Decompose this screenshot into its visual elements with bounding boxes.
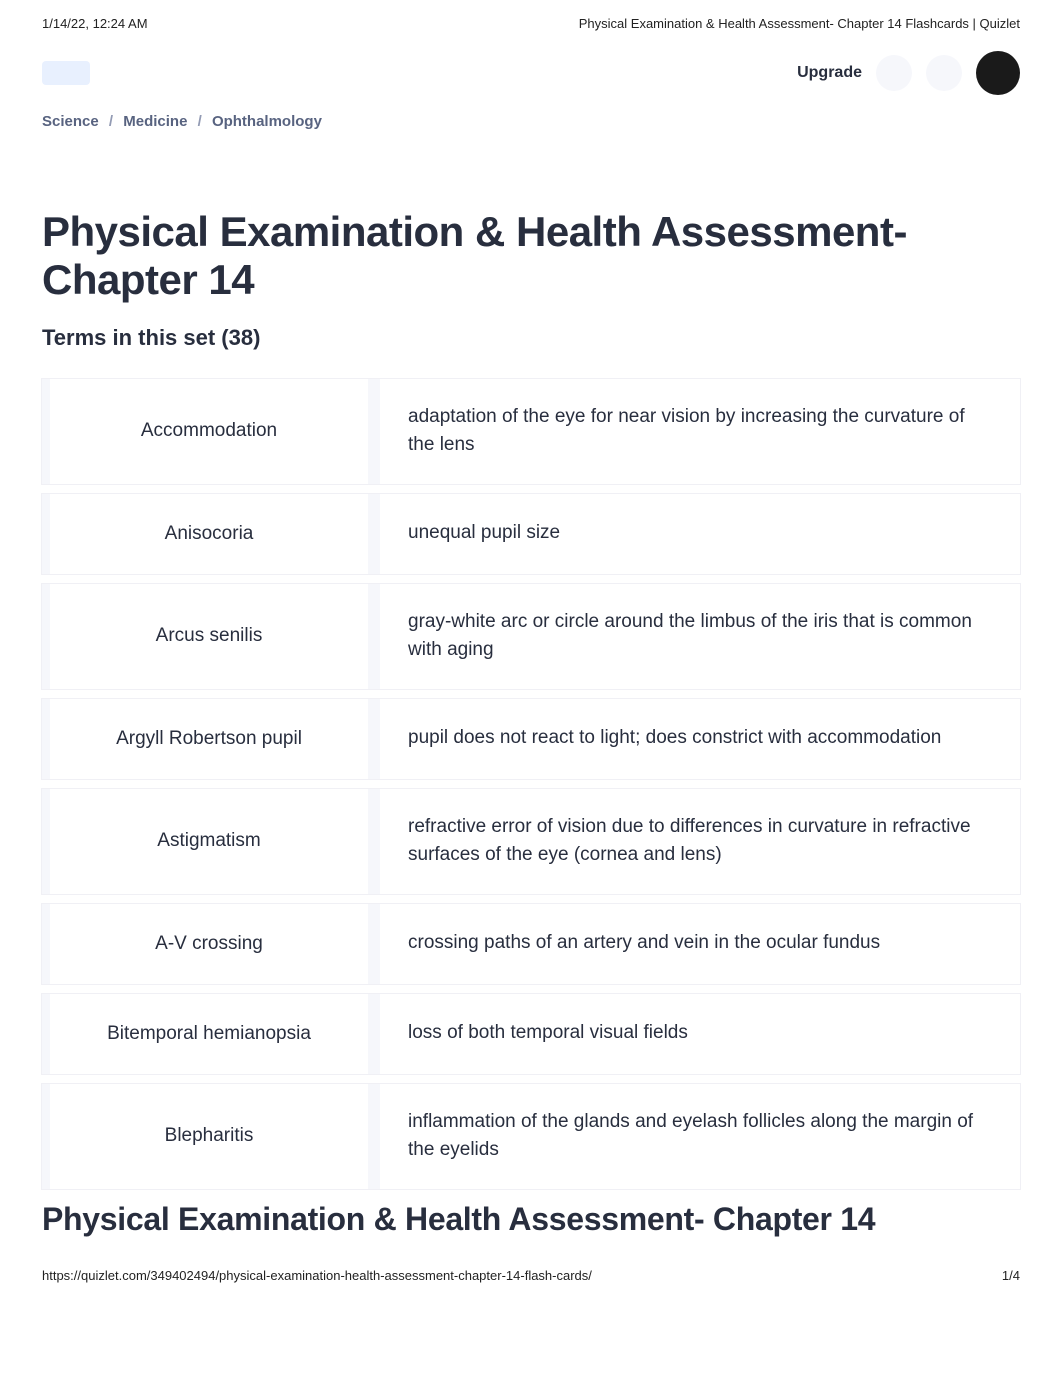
flashcard[interactable]: Anisocoriaunequal pupil size — [42, 494, 1020, 574]
quizlet-logo[interactable] — [42, 61, 90, 85]
terms-count: Terms in this set (38) — [42, 325, 1020, 351]
flashcard-term: Bitemporal hemianopsia — [50, 994, 380, 1074]
flashcard-definition: unequal pupil size — [380, 494, 1020, 574]
flashcard-definition: crossing paths of an artery and vein in … — [380, 904, 1020, 984]
main-content: Physical Examination & Health Assessment… — [0, 138, 1062, 1189]
top-nav: Upgrade — [0, 39, 1062, 113]
footer-url: https://quizlet.com/349402494/physical-e… — [42, 1268, 592, 1283]
print-header: 1/14/22, 12:24 AM Physical Examination &… — [0, 0, 1062, 39]
page-title: Physical Examination & Health Assessment… — [42, 208, 1020, 305]
upgrade-button[interactable]: Upgrade — [797, 64, 862, 82]
flashcard-definition: pupil does not react to light; does cons… — [380, 699, 1020, 779]
flashcard[interactable]: Blepharitisinflammation of the glands an… — [42, 1084, 1020, 1189]
print-footer: https://quizlet.com/349402494/physical-e… — [0, 1238, 1062, 1303]
flashcard[interactable]: Argyll Robertson pupilpupil does not rea… — [42, 699, 1020, 779]
flashcard-definition: adaptation of the eye for near vision by… — [380, 379, 1020, 484]
create-icon[interactable] — [926, 55, 962, 91]
flashcard-term: Argyll Robertson pupil — [50, 699, 380, 779]
flashcard-definition: loss of both temporal visual fields — [380, 994, 1020, 1074]
flashcard-term: A-V crossing — [50, 904, 380, 984]
flashcard[interactable]: Arcus senilisgray-white arc or circle ar… — [42, 584, 1020, 689]
user-avatar[interactable] — [976, 51, 1020, 95]
flashcard-term: Anisocoria — [50, 494, 380, 574]
breadcrumb-ophthalmology[interactable]: Ophthalmology — [212, 113, 322, 130]
breadcrumb-science[interactable]: Science — [42, 113, 99, 130]
breadcrumb-separator: / — [109, 113, 113, 130]
flashcard-definition: gray-white arc or circle around the limb… — [380, 584, 1020, 689]
nav-right: Upgrade — [797, 51, 1020, 95]
footer-title: Physical Examination & Health Assessment… — [0, 1189, 1062, 1238]
flashcard-definition: inflammation of the glands and eyelash f… — [380, 1084, 1020, 1189]
flashcard-list: Accommodationadaptation of the eye for n… — [42, 379, 1020, 1189]
print-datetime: 1/14/22, 12:24 AM — [42, 16, 148, 31]
flashcard[interactable]: Accommodationadaptation of the eye for n… — [42, 379, 1020, 484]
print-title: Physical Examination & Health Assessment… — [579, 16, 1020, 31]
breadcrumb-separator: / — [198, 113, 202, 130]
flashcard[interactable]: A-V crossingcrossing paths of an artery … — [42, 904, 1020, 984]
flashcard-term: Arcus senilis — [50, 584, 380, 689]
breadcrumb-medicine[interactable]: Medicine — [123, 113, 187, 130]
breadcrumb: Science / Medicine / Ophthalmology — [0, 113, 1062, 138]
flashcard[interactable]: Bitemporal hemianopsialoss of both tempo… — [42, 994, 1020, 1074]
flashcard-definition: refractive error of vision due to differ… — [380, 789, 1020, 894]
flashcard-term: Astigmatism — [50, 789, 380, 894]
page-indicator: 1/4 — [1002, 1268, 1020, 1283]
flashcard[interactable]: Astigmatismrefractive error of vision du… — [42, 789, 1020, 894]
flashcard-term: Blepharitis — [50, 1084, 380, 1189]
search-icon[interactable] — [876, 55, 912, 91]
flashcard-term: Accommodation — [50, 379, 380, 484]
